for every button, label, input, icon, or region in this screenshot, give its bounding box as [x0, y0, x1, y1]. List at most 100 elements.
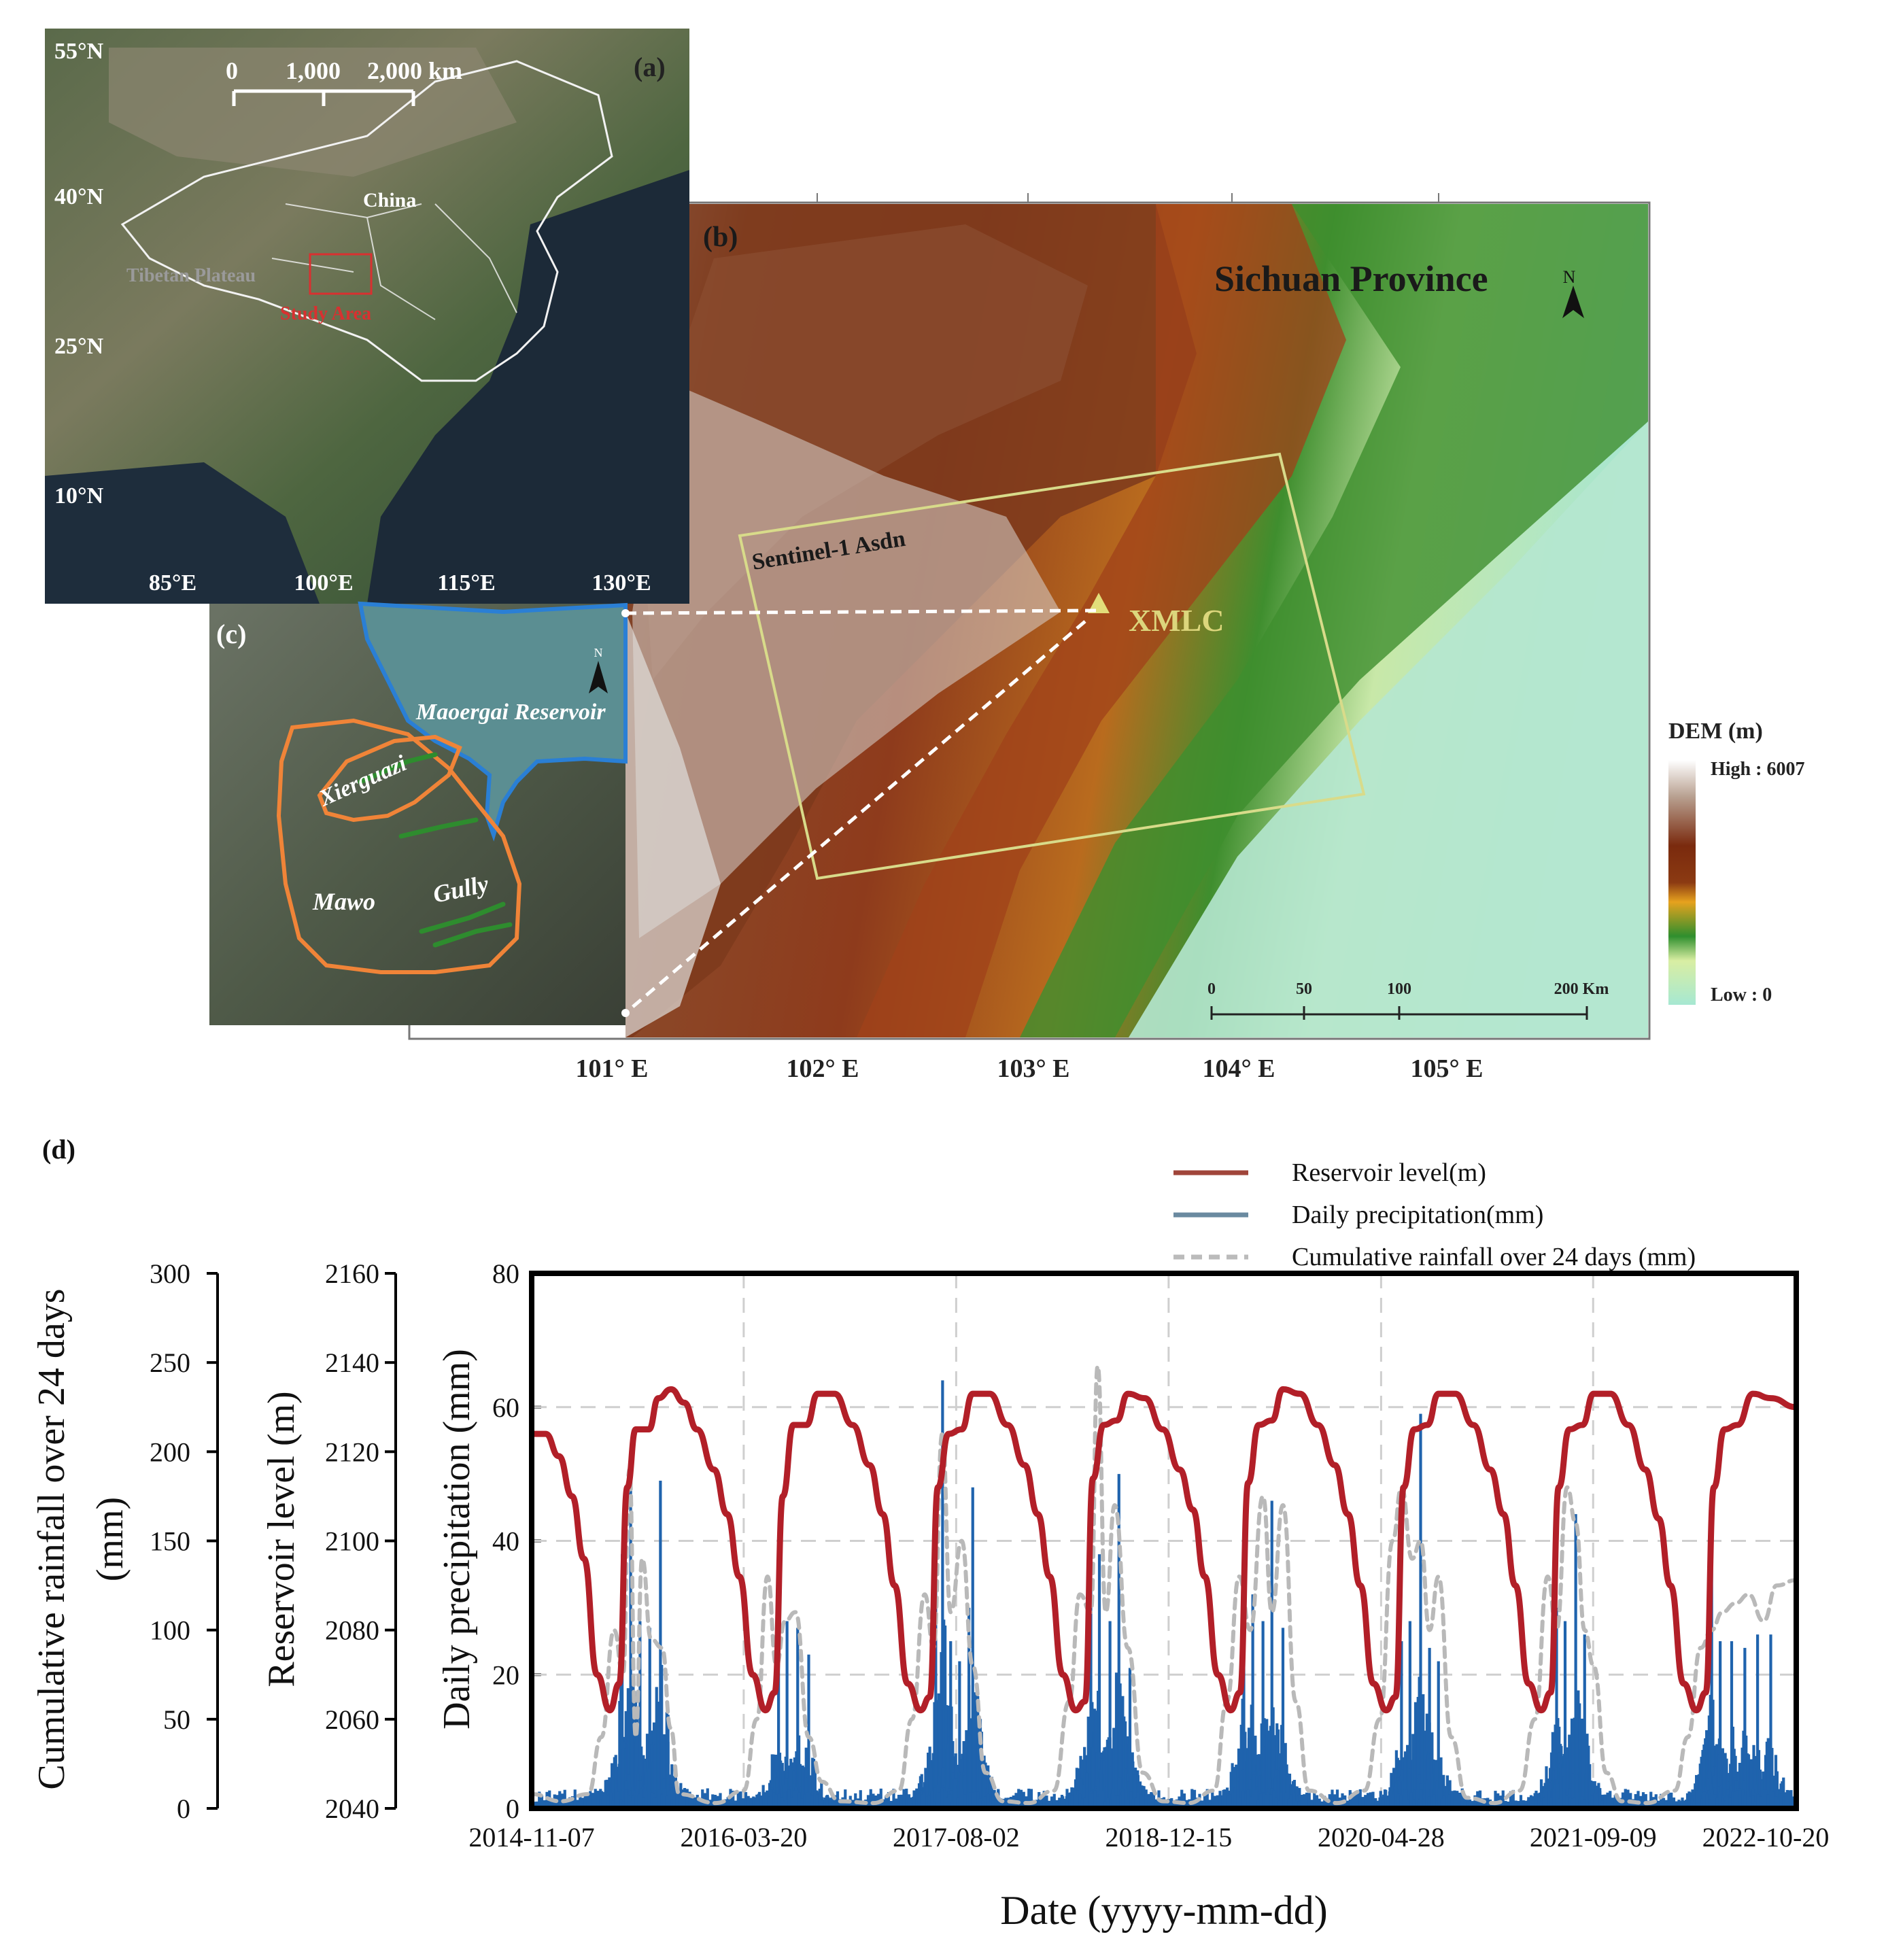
province-label: Sichuan Province [1214, 258, 1488, 299]
precip-bar [721, 1801, 725, 1808]
precip-bar [1641, 1792, 1645, 1808]
precip-bar [1068, 1793, 1071, 1808]
precip-bar [1644, 1794, 1647, 1808]
precip-bar [1114, 1795, 1117, 1808]
cumulative-tick-label: 50 [163, 1704, 190, 1735]
precip-bar [736, 1792, 740, 1808]
site-triangle-icon [1088, 593, 1110, 613]
precip-bar [1705, 1793, 1709, 1808]
precip-bar [1545, 1766, 1548, 1808]
precip-bar [1743, 1647, 1747, 1808]
precip-bar [1687, 1791, 1691, 1808]
precip-bar [1695, 1790, 1698, 1808]
china-label: China [363, 189, 416, 211]
precip-bar [754, 1798, 758, 1808]
ylabel-precip: Daily precipitation (mm) [436, 1349, 478, 1730]
precip-bar [1524, 1800, 1528, 1808]
precip-bar [1259, 1793, 1263, 1808]
precip-bar [1427, 1796, 1431, 1808]
precip-bar [1578, 1800, 1581, 1808]
precip-bar [1532, 1798, 1535, 1808]
precip-bar [1080, 1778, 1083, 1808]
precip-bar [627, 1795, 630, 1808]
precip-bar [1080, 1799, 1084, 1808]
precip-bar [1420, 1789, 1423, 1808]
precip-bar [1450, 1791, 1454, 1808]
precip-bar [604, 1791, 607, 1808]
dem-relief-mid [857, 204, 1346, 1037]
precip-bar [1124, 1721, 1127, 1808]
precip-bar [943, 1791, 946, 1808]
precip-bar [1598, 1791, 1602, 1808]
precip-bar [1035, 1800, 1038, 1808]
precip-bar [624, 1789, 628, 1808]
precip-bar [1514, 1800, 1518, 1808]
precip-bar [1616, 1798, 1619, 1808]
precip-bar [823, 1797, 827, 1808]
precip-bar [1609, 1791, 1612, 1808]
precip-bar [691, 1798, 694, 1808]
precip-bar [660, 1794, 664, 1808]
precip-bar [660, 1664, 664, 1808]
precip-bar [1700, 1798, 1704, 1808]
precip-bar [1038, 1791, 1041, 1808]
precip-bar [923, 1792, 926, 1808]
precip-bar [1119, 1795, 1122, 1808]
precip-bar [1167, 1799, 1171, 1808]
precip-bar [1097, 1554, 1101, 1808]
grid-layer [532, 1273, 1796, 1808]
precip-bar [688, 1791, 691, 1808]
precip-bar [1552, 1789, 1556, 1808]
precip-bar [1433, 1794, 1436, 1808]
precip-bar [599, 1799, 602, 1808]
precip-bar [1055, 1800, 1059, 1808]
precip-bar [1117, 1474, 1120, 1808]
ylabel-cumulative: Cumulative rainfall over 24 days [31, 1288, 73, 1789]
precip-bar [1545, 1788, 1548, 1808]
precip-bar [696, 1795, 699, 1808]
precip-bar [747, 1795, 750, 1808]
precip-bar [1374, 1798, 1377, 1808]
precip-bar [1542, 1797, 1545, 1808]
precip-bar [999, 1798, 1003, 1808]
dem-relief-snow [632, 381, 1061, 938]
precip-bar [637, 1795, 640, 1808]
precip-bar [648, 1628, 651, 1808]
svg-text:1,000: 1,000 [286, 57, 341, 84]
cumulative-tick-label: 200 [150, 1437, 190, 1467]
precip-bar [1348, 1790, 1352, 1808]
precip-bar [675, 1793, 679, 1808]
precip-bar [1762, 1789, 1765, 1808]
precip-bar [1422, 1800, 1426, 1808]
precip-bar [1415, 1789, 1418, 1808]
precip-bar [1361, 1797, 1365, 1808]
precip-bar [920, 1794, 923, 1808]
level-tick-label: 2120 [325, 1437, 379, 1467]
precip-bar [652, 1797, 656, 1808]
precip-bar [1590, 1795, 1594, 1808]
svg-text:40°N: 40°N [54, 184, 104, 209]
precip-bar [1249, 1796, 1252, 1808]
panel-c-label: (c) [216, 619, 246, 649]
mawo-label: Mawo [312, 888, 375, 915]
precip-bar [948, 1794, 952, 1808]
precip-bar [535, 1801, 538, 1808]
precip-bar [589, 1791, 592, 1808]
precip-bar [1549, 1797, 1554, 1808]
x-tick-label: 2021-09-09 [1530, 1822, 1657, 1853]
precip-bar [1101, 1791, 1105, 1808]
precip-bar [836, 1791, 840, 1808]
precip-bar [897, 1794, 901, 1808]
precip-bar [831, 1796, 834, 1808]
precip-bar [1201, 1800, 1204, 1808]
precip-bar [1060, 1795, 1064, 1808]
precip-bar [1741, 1789, 1745, 1808]
precip-bar [1511, 1789, 1515, 1808]
precip-bar [1529, 1795, 1533, 1808]
precip-bar [953, 1789, 957, 1808]
precip-bar [851, 1800, 855, 1808]
precip-bar [1303, 1794, 1306, 1808]
precip-bar [1456, 1791, 1459, 1808]
precip-bar [936, 1800, 939, 1808]
precip-bar [711, 1794, 715, 1808]
